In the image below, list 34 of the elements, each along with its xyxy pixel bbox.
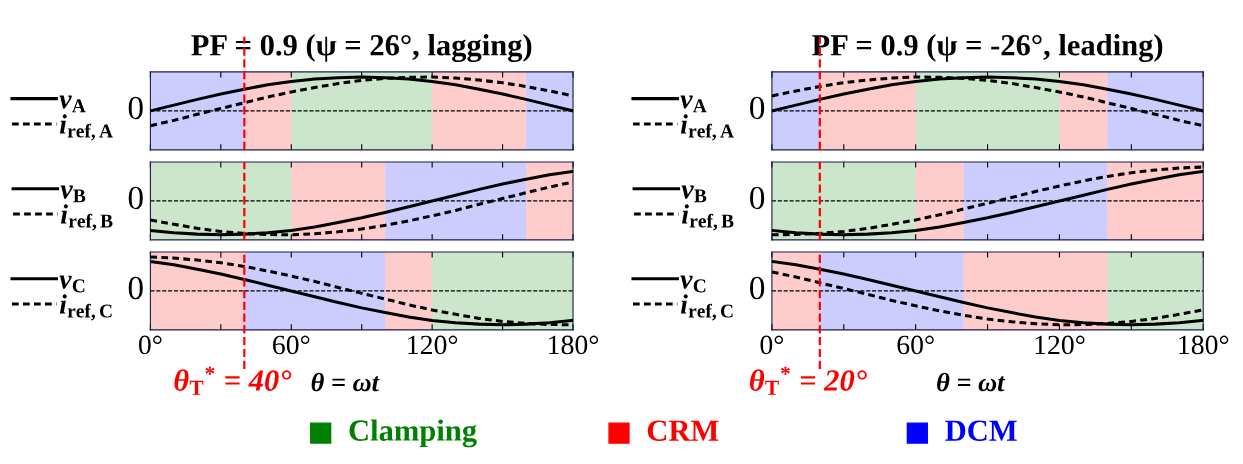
legend-label: i$_{ref,C}$ — [680, 294, 733, 321]
ref-line-label: 0 — [128, 96, 143, 120]
ref-line-label: 0 — [750, 276, 765, 300]
x-tick-label: 60° — [897, 335, 934, 355]
ref-line-label: θ$_{T}$$^{*}$ = 40° — [174, 366, 292, 395]
x-axis-title: θ = ωt — [937, 372, 1006, 392]
x-tick-label: 0° — [138, 335, 162, 355]
legend-label: i$_{ref,A}$ — [680, 114, 734, 141]
ref-line-label: 0 — [128, 186, 143, 210]
chart-title: PF = 0.9 (ψ = -26°, leading) — [812, 34, 1163, 62]
x-tick-label: 180° — [1179, 335, 1229, 355]
text: Clamping — [349, 419, 477, 448]
x-tick-label: 120° — [1035, 335, 1085, 355]
x-tick-label: 180° — [549, 335, 599, 355]
legend-label: v$_{C}$ — [59, 275, 85, 293]
legend-label: i$_{ref,A}$ — [59, 114, 113, 141]
x-tick-label: 120° — [408, 335, 458, 355]
legend-label: v$_{C}$ — [680, 275, 706, 293]
ref-line-label: θ$_{T}$$^{*}$ = 20° — [749, 366, 867, 395]
legend-label: v$_{A}$ — [59, 95, 86, 113]
ref-line-label: 0 — [128, 276, 143, 300]
legend-label: v$_{B}$ — [681, 185, 707, 203]
legend-label: i$_{ref,B}$ — [61, 204, 113, 231]
text: DCM — [945, 420, 1017, 442]
ref-line-label: 0 — [750, 186, 765, 210]
x-tick-label: 60° — [273, 335, 310, 355]
x-tick-label: 0° — [760, 335, 784, 355]
legend-label: i$_{ref,B}$ — [682, 204, 734, 231]
ref-line-label: 0 — [750, 96, 765, 120]
legend-label: v$_{A}$ — [680, 95, 707, 113]
legend-label: v$_{B}$ — [60, 185, 86, 203]
legend-label: i$_{ref,C}$ — [59, 294, 112, 321]
x-axis-title: θ = ωt — [311, 372, 380, 392]
text: CRM — [647, 420, 719, 442]
